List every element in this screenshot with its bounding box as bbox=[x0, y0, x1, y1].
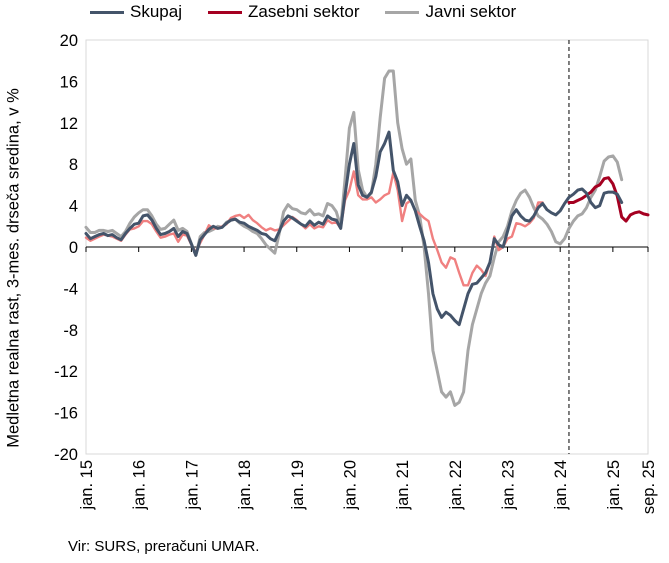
y-tick-label: 0 bbox=[69, 239, 78, 257]
y-tick-label: -4 bbox=[63, 280, 78, 298]
legend-swatch-skupaj bbox=[90, 10, 124, 14]
y-tick-label: 20 bbox=[60, 32, 78, 50]
legend-item-skupaj: Skupaj bbox=[90, 2, 182, 22]
legend-swatch-javni-sektor bbox=[385, 10, 420, 14]
y-tick-label: -8 bbox=[63, 322, 78, 340]
x-tick-label: jan. 20 bbox=[341, 460, 359, 511]
x-tick-label: jan. 18 bbox=[236, 460, 254, 511]
y-tick-label: 16 bbox=[60, 73, 78, 91]
y-tick-label: -12 bbox=[54, 363, 78, 381]
y-tick-label: 8 bbox=[69, 156, 78, 174]
legend-label-zasebni-sektor: Zasebni sektor bbox=[247, 2, 360, 21]
series-line-zasebni-sektor-recent bbox=[567, 176, 650, 223]
x-tick-label: jan. 21 bbox=[394, 460, 412, 511]
y-tick-label: 12 bbox=[60, 115, 78, 133]
source-note: Vir: SURS, preračuni UMAR. bbox=[68, 538, 260, 555]
x-tick-label: jan. 23 bbox=[500, 460, 518, 511]
series-line-zasebni-sektor bbox=[84, 170, 544, 287]
legend-swatch-zasebni-sektor bbox=[207, 10, 242, 14]
x-tick-label: sep. 25 bbox=[640, 460, 658, 514]
legend-label-skupaj: Skupaj bbox=[130, 2, 182, 21]
x-tick-label: jan. 25 bbox=[605, 460, 623, 511]
series-line-javni-sektor bbox=[84, 69, 624, 407]
y-tick-label: -20 bbox=[54, 446, 78, 464]
x-tick-label: jan. 24 bbox=[552, 460, 570, 511]
y-tick-label: -16 bbox=[54, 405, 78, 423]
x-tick-label: jan. 16 bbox=[131, 460, 149, 511]
chart-legend: Skupaj Zasebni sektor Javni sektor bbox=[90, 2, 516, 22]
series-line-skupaj bbox=[84, 130, 624, 327]
y-tick-label: 4 bbox=[69, 198, 78, 216]
legend-item-zasebni-sektor: Zasebni sektor bbox=[207, 2, 360, 22]
x-tick-label: jan. 22 bbox=[447, 460, 465, 511]
x-tick-label: jan. 17 bbox=[183, 460, 201, 511]
x-tick-label: jan. 15 bbox=[78, 460, 96, 511]
x-tick-label: jan. 19 bbox=[289, 460, 307, 511]
legend-label-javni-sektor: Javni sektor bbox=[425, 2, 517, 21]
legend-item-javni-sektor: Javni sektor bbox=[385, 2, 516, 22]
